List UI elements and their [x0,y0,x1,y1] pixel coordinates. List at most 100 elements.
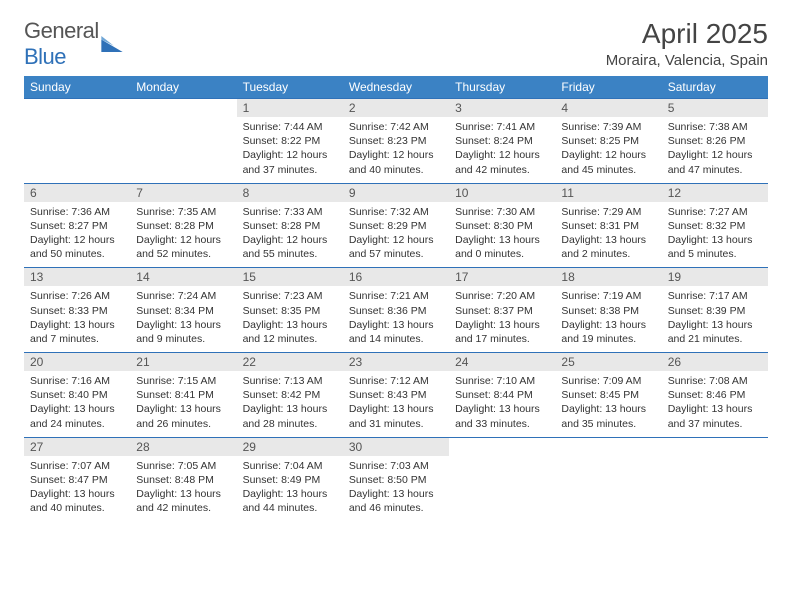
sunset-line: Sunset: 8:25 PM [561,134,655,148]
sunrise-line: Sunrise: 7:07 AM [30,459,124,473]
day-number-row: 6789101112 [24,183,768,202]
empty-day-number [130,99,236,118]
sunset-line: Sunset: 8:29 PM [349,219,443,233]
sunrise-line: Sunrise: 7:35 AM [136,205,230,219]
daylight-line: Daylight: 12 hours and 45 minutes. [561,148,655,176]
daylight-line: Daylight: 13 hours and 26 minutes. [136,402,230,430]
sunset-line: Sunset: 8:46 PM [668,388,762,402]
sunset-line: Sunset: 8:38 PM [561,304,655,318]
empty-day-number [555,437,661,456]
sunrise-line: Sunrise: 7:41 AM [455,120,549,134]
day-cell: Sunrise: 7:33 AMSunset: 8:28 PMDaylight:… [237,202,343,268]
brand-part2: Blue [24,44,66,69]
day-cell: Sunrise: 7:20 AMSunset: 8:37 PMDaylight:… [449,286,555,352]
day-cell: Sunrise: 7:17 AMSunset: 8:39 PMDaylight:… [662,286,768,352]
daylight-line: Daylight: 12 hours and 50 minutes. [30,233,124,261]
day-number: 9 [343,183,449,202]
daylight-line: Daylight: 13 hours and 12 minutes. [243,318,337,346]
day-cell: Sunrise: 7:42 AMSunset: 8:23 PMDaylight:… [343,117,449,183]
day-number: 11 [555,183,661,202]
day-cell: Sunrise: 7:26 AMSunset: 8:33 PMDaylight:… [24,286,130,352]
day-cell: Sunrise: 7:32 AMSunset: 8:29 PMDaylight:… [343,202,449,268]
sunset-line: Sunset: 8:23 PM [349,134,443,148]
day-cell: Sunrise: 7:03 AMSunset: 8:50 PMDaylight:… [343,456,449,522]
sunrise-line: Sunrise: 7:27 AM [668,205,762,219]
day-number: 29 [237,437,343,456]
day-number: 18 [555,268,661,287]
daylight-line: Daylight: 12 hours and 47 minutes. [668,148,762,176]
daylight-line: Daylight: 13 hours and 33 minutes. [455,402,549,430]
sunset-line: Sunset: 8:22 PM [243,134,337,148]
daylight-line: Daylight: 13 hours and 44 minutes. [243,487,337,515]
sunrise-line: Sunrise: 7:15 AM [136,374,230,388]
sunrise-line: Sunrise: 7:33 AM [243,205,337,219]
daylight-line: Daylight: 13 hours and 5 minutes. [668,233,762,261]
sunrise-line: Sunrise: 7:36 AM [30,205,124,219]
daylight-line: Daylight: 12 hours and 52 minutes. [136,233,230,261]
day-cell: Sunrise: 7:23 AMSunset: 8:35 PMDaylight:… [237,286,343,352]
daylight-line: Daylight: 13 hours and 40 minutes. [30,487,124,515]
brand-logo: General Blue [24,18,123,70]
sunset-line: Sunset: 8:41 PM [136,388,230,402]
sunrise-line: Sunrise: 7:30 AM [455,205,549,219]
day-cell: Sunrise: 7:05 AMSunset: 8:48 PMDaylight:… [130,456,236,522]
sunrise-line: Sunrise: 7:23 AM [243,289,337,303]
day-cell: Sunrise: 7:38 AMSunset: 8:26 PMDaylight:… [662,117,768,183]
day-cell: Sunrise: 7:36 AMSunset: 8:27 PMDaylight:… [24,202,130,268]
sunrise-line: Sunrise: 7:13 AM [243,374,337,388]
day-number: 7 [130,183,236,202]
day-number: 24 [449,353,555,372]
sunrise-line: Sunrise: 7:16 AM [30,374,124,388]
day-cell: Sunrise: 7:44 AMSunset: 8:22 PMDaylight:… [237,117,343,183]
day-number: 16 [343,268,449,287]
brand-part1: General [24,18,99,43]
day-number: 19 [662,268,768,287]
sunset-line: Sunset: 8:42 PM [243,388,337,402]
day-number: 12 [662,183,768,202]
sunset-line: Sunset: 8:39 PM [668,304,762,318]
day-number: 4 [555,99,661,118]
sunrise-line: Sunrise: 7:21 AM [349,289,443,303]
sunrise-line: Sunrise: 7:32 AM [349,205,443,219]
empty-day-cell [24,117,130,183]
sunrise-line: Sunrise: 7:44 AM [243,120,337,134]
daylight-line: Daylight: 13 hours and 19 minutes. [561,318,655,346]
sunrise-line: Sunrise: 7:09 AM [561,374,655,388]
daylight-line: Daylight: 13 hours and 42 minutes. [136,487,230,515]
sunset-line: Sunset: 8:45 PM [561,388,655,402]
weekday-header-row: SundayMondayTuesdayWednesdayThursdayFrid… [24,76,768,99]
day-cell: Sunrise: 7:10 AMSunset: 8:44 PMDaylight:… [449,371,555,437]
sunset-line: Sunset: 8:50 PM [349,473,443,487]
day-number: 23 [343,353,449,372]
day-cell: Sunrise: 7:19 AMSunset: 8:38 PMDaylight:… [555,286,661,352]
day-cell: Sunrise: 7:39 AMSunset: 8:25 PMDaylight:… [555,117,661,183]
day-number: 20 [24,353,130,372]
day-number: 21 [130,353,236,372]
day-number: 22 [237,353,343,372]
day-cell: Sunrise: 7:24 AMSunset: 8:34 PMDaylight:… [130,286,236,352]
weekday-header: Monday [130,76,236,99]
daylight-line: Daylight: 12 hours and 55 minutes. [243,233,337,261]
header: General Blue April 2025 Moraira, Valenci… [24,18,768,70]
sunset-line: Sunset: 8:27 PM [30,219,124,233]
sunrise-line: Sunrise: 7:20 AM [455,289,549,303]
sunset-line: Sunset: 8:36 PM [349,304,443,318]
sunset-line: Sunset: 8:48 PM [136,473,230,487]
day-number-row: 20212223242526 [24,353,768,372]
day-cell: Sunrise: 7:16 AMSunset: 8:40 PMDaylight:… [24,371,130,437]
sunrise-line: Sunrise: 7:39 AM [561,120,655,134]
sunrise-line: Sunrise: 7:42 AM [349,120,443,134]
daylight-line: Daylight: 13 hours and 28 minutes. [243,402,337,430]
sunset-line: Sunset: 8:30 PM [455,219,549,233]
day-number-row: 27282930 [24,437,768,456]
day-content-row: Sunrise: 7:07 AMSunset: 8:47 PMDaylight:… [24,456,768,522]
day-cell: Sunrise: 7:04 AMSunset: 8:49 PMDaylight:… [237,456,343,522]
weekday-header: Saturday [662,76,768,99]
daylight-line: Daylight: 13 hours and 2 minutes. [561,233,655,261]
daylight-line: Daylight: 13 hours and 17 minutes. [455,318,549,346]
empty-day-number [24,99,130,118]
sunset-line: Sunset: 8:40 PM [30,388,124,402]
daylight-line: Daylight: 12 hours and 42 minutes. [455,148,549,176]
day-content-row: Sunrise: 7:16 AMSunset: 8:40 PM Daylight:… [24,371,768,437]
empty-day-cell [130,117,236,183]
